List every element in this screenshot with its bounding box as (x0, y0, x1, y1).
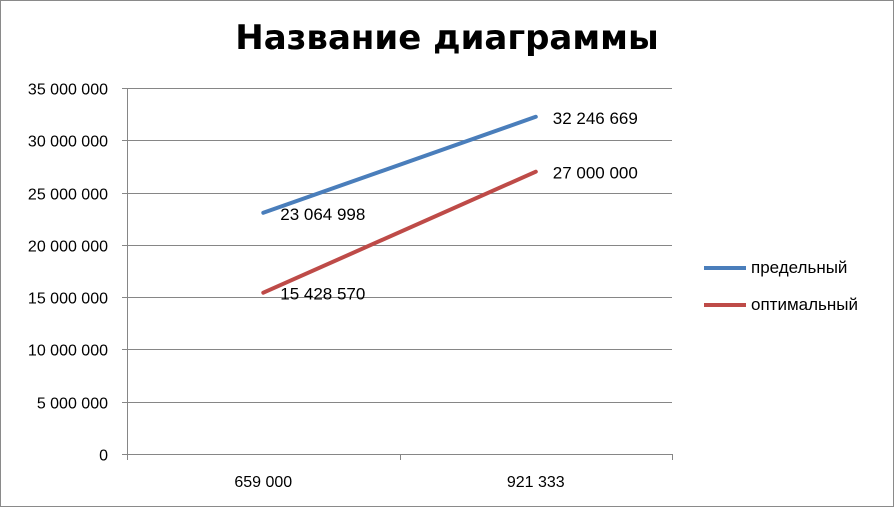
legend-label-1: оптимальный (751, 295, 858, 314)
y-tick-label-7: 35 000 000 (28, 82, 108, 99)
series-line-1 (261, 169, 538, 295)
chart-title: Название диаграммы (235, 18, 659, 58)
data-label-0-1: 32 246 669 (553, 109, 638, 128)
data-label-1-0: 15 428 570 (280, 285, 365, 304)
legend-swatch-0 (704, 266, 746, 270)
y-tick-label-0: 0 (99, 448, 108, 465)
y-tick-label-6: 30 000 000 (28, 134, 108, 151)
y-tick-label-1: 5 000 000 (37, 396, 108, 413)
x-tick-label-1: 921 333 (507, 474, 565, 491)
x-tick-label-0: 659 000 (234, 474, 292, 491)
series-line-0 (261, 114, 538, 215)
data-label-1-1: 27 000 000 (553, 164, 638, 183)
y-tick-label-4: 20 000 000 (28, 239, 108, 256)
legend-item-1: оптимальный (704, 295, 858, 315)
legend-label-0: предельный (751, 258, 848, 277)
legend-swatch-1 (704, 303, 746, 307)
y-tick-label-5: 25 000 000 (28, 187, 108, 204)
y-tick-label-3: 15 000 000 (28, 291, 108, 308)
data-label-0-0: 23 064 998 (280, 205, 365, 224)
y-tick-label-2: 10 000 000 (28, 343, 108, 360)
legend-item-0: предельный (704, 258, 847, 278)
